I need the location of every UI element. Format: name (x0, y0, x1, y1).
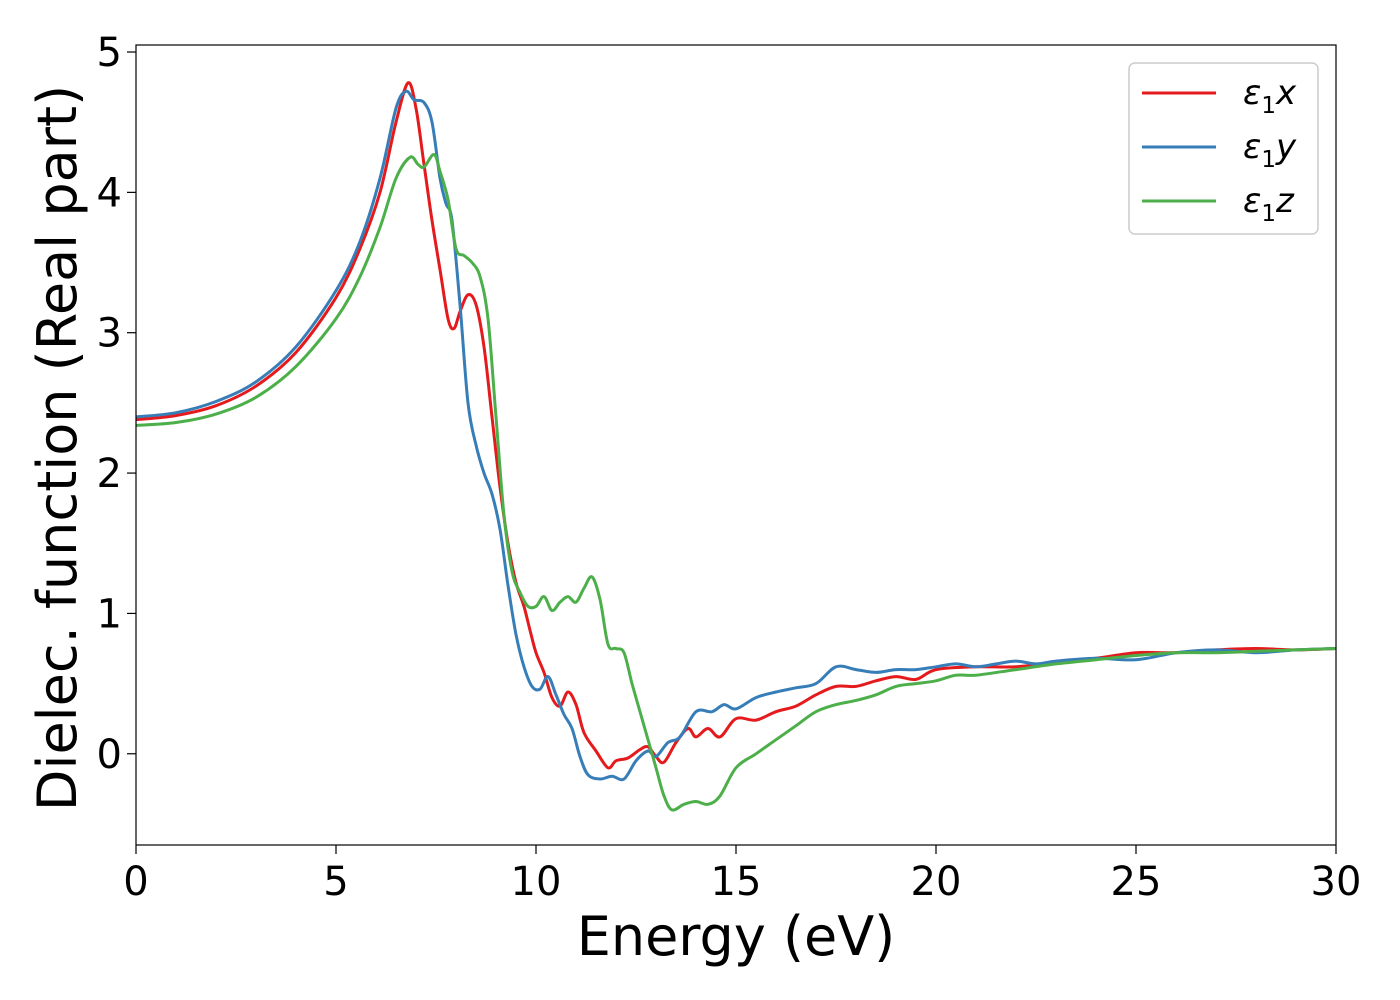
y-tick-label: 2 (97, 451, 122, 497)
legend-label: ε1x (1243, 73, 1297, 119)
legend-box (1128, 62, 1319, 235)
legend-label: ε1y (1243, 127, 1297, 173)
series-layer (136, 81, 1336, 812)
x-tick-label: 15 (711, 859, 762, 905)
y-axis: 0 1 2 3 4 5 (97, 30, 136, 778)
y-tick-label: 4 (97, 170, 122, 216)
x-axis: 0 5 10 15 20 25 30 (123, 845, 1361, 905)
legend-label: ε1z (1243, 181, 1295, 227)
x-axis-label: Energy (eV) (577, 905, 896, 968)
y-tick-label: 1 (97, 591, 122, 637)
legend: ε1x ε1y ε1z (1128, 62, 1319, 235)
x-tick-label: 10 (511, 859, 562, 905)
x-tick-label: 5 (323, 859, 348, 905)
y-tick-label: 5 (97, 30, 122, 76)
series-line-y (136, 89, 1336, 782)
x-tick-label: 0 (123, 859, 148, 905)
series-line-x (136, 81, 1336, 770)
x-tick-label: 30 (1311, 859, 1362, 905)
y-axis-label: Dielec. function (Real part) (26, 85, 89, 811)
y-tick-label: 3 (97, 311, 122, 357)
x-tick-label: 20 (911, 859, 962, 905)
y-tick-label: 0 (97, 732, 122, 778)
series-line-z (136, 153, 1336, 812)
x-tick-label: 25 (1111, 859, 1162, 905)
